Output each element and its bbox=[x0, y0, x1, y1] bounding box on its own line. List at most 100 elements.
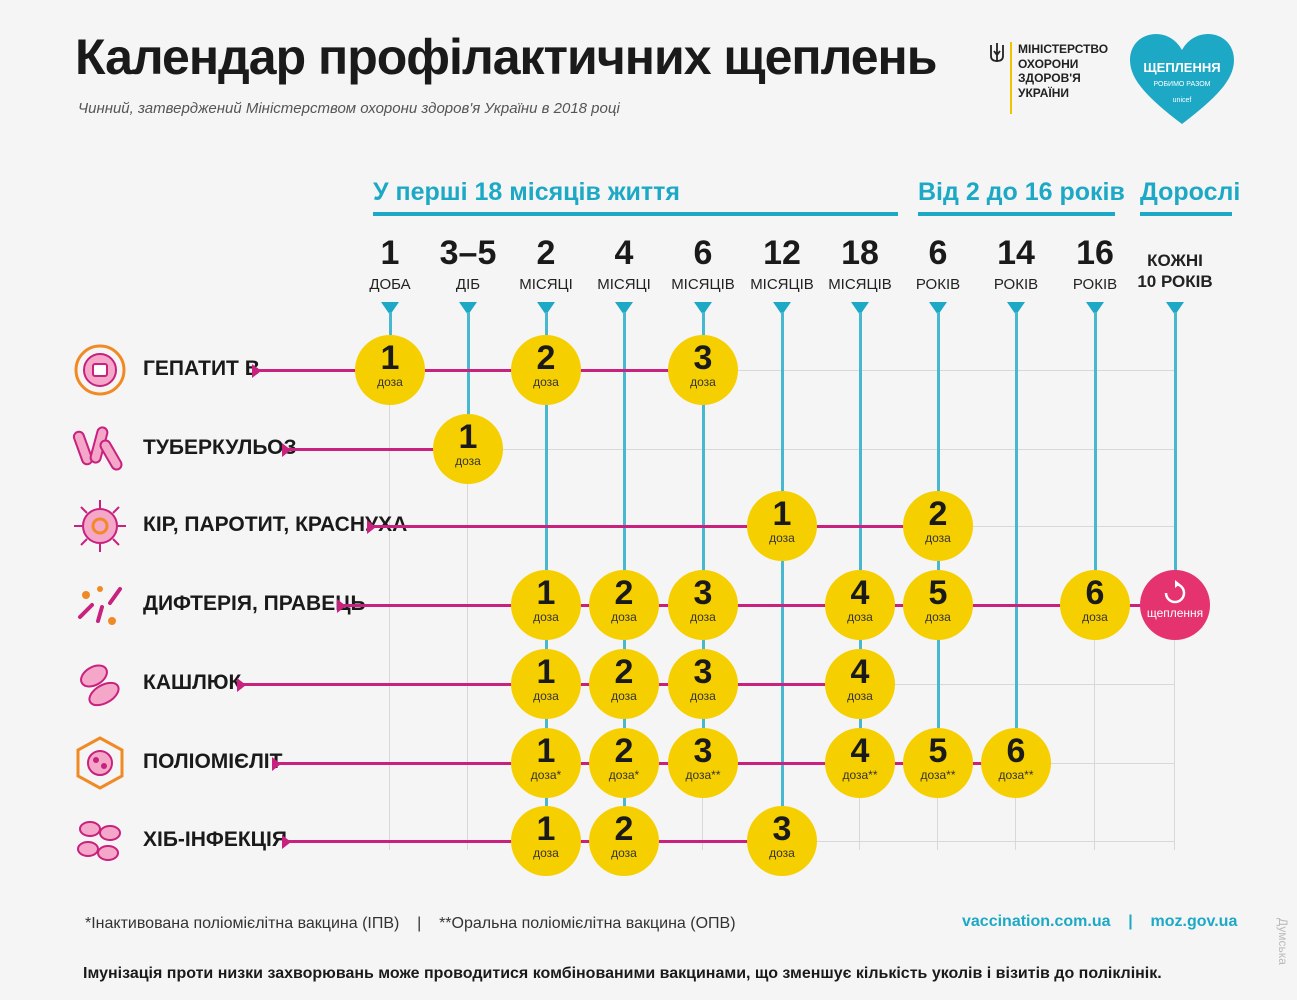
dose-caption: доза bbox=[377, 375, 403, 389]
row-arrow-icon bbox=[282, 835, 291, 849]
dose-caption: доза bbox=[925, 610, 951, 624]
dose-number: 2 bbox=[614, 653, 634, 691]
row-line bbox=[258, 369, 703, 372]
dose-number: 3 bbox=[693, 653, 713, 691]
dose-caption: доза** bbox=[842, 768, 878, 782]
column-age-number: 16 bbox=[1076, 234, 1114, 272]
dose-marker: 2 доза bbox=[589, 806, 659, 876]
row-arrow-icon bbox=[282, 443, 291, 457]
logo-text: ЩЕПЛЕННЯ bbox=[1143, 60, 1220, 75]
dose-caption: доза** bbox=[685, 768, 721, 782]
row-arrow-icon bbox=[337, 599, 346, 613]
dose-caption: доза bbox=[769, 846, 795, 860]
dose-caption: доза bbox=[533, 375, 559, 389]
column-age-number: 3–5 bbox=[439, 234, 497, 272]
dose-number: 6 bbox=[1085, 574, 1105, 612]
dose-caption: доза** bbox=[920, 768, 956, 782]
row-label: ПОЛІОМІЄЛІТ bbox=[143, 750, 283, 773]
website-links[interactable]: vaccination.com.ua | moz.gov.ua bbox=[962, 913, 1238, 930]
dose-marker: 1 доза bbox=[511, 649, 581, 719]
dose-caption: доза bbox=[533, 610, 559, 624]
revaccination-marker: щеплення bbox=[1140, 570, 1210, 640]
dose-number: 2 bbox=[614, 574, 634, 612]
hib-icon bbox=[72, 813, 128, 869]
dose-marker: 1 доза bbox=[747, 491, 817, 561]
dose-marker: 2 доза bbox=[511, 335, 581, 405]
column-line bbox=[467, 312, 470, 449]
dose-marker: 2 доза bbox=[903, 491, 973, 561]
tuberculosis-icon bbox=[72, 421, 128, 477]
column-arrow-icon bbox=[1166, 302, 1184, 315]
dose-marker: 3 доза** bbox=[668, 728, 738, 798]
column-arrow-icon bbox=[851, 302, 869, 315]
dose-marker: 3 доза bbox=[668, 570, 738, 640]
dose-caption: доза bbox=[533, 846, 559, 860]
column-arrow-icon bbox=[459, 302, 477, 315]
dose-caption: доза bbox=[611, 610, 637, 624]
group-label: Дорослі bbox=[1140, 178, 1241, 206]
column-line bbox=[781, 312, 784, 841]
column-arrow-icon bbox=[1086, 302, 1104, 315]
column-line bbox=[1174, 312, 1177, 605]
column-arrow-icon bbox=[773, 302, 791, 315]
group-label: У перші 18 місяців життя bbox=[373, 178, 680, 206]
row-label: ТУБЕРКУЛЬОЗ bbox=[143, 436, 297, 459]
watermark: Думська bbox=[1276, 918, 1290, 965]
dose-marker: 5 доза bbox=[903, 570, 973, 640]
column-line bbox=[859, 312, 862, 763]
page-subtitle: Чинний, затверджений Міністерством охоро… bbox=[78, 100, 620, 117]
dose-caption: доза bbox=[611, 689, 637, 703]
column-line bbox=[1015, 312, 1018, 763]
dose-number: 4 bbox=[850, 574, 870, 612]
column-age-unit: РОКІВ bbox=[915, 276, 961, 293]
column-age-number: 14 bbox=[997, 234, 1035, 272]
dose-marker: 5 доза** bbox=[903, 728, 973, 798]
dose-marker: 3 доза bbox=[747, 806, 817, 876]
grid-vline bbox=[389, 370, 390, 850]
dose-number: 3 bbox=[693, 339, 713, 377]
row-line bbox=[373, 525, 938, 528]
dose-marker: 1 доза bbox=[433, 414, 503, 484]
dose-number: 2 bbox=[928, 495, 948, 533]
dose-marker: 2 доза bbox=[589, 649, 659, 719]
dose-number: 3 bbox=[693, 574, 713, 612]
dose-marker: 4 доза bbox=[825, 649, 895, 719]
pertussis-icon bbox=[72, 656, 128, 712]
column-age-number: 2 bbox=[536, 234, 556, 272]
dose-number: 1 bbox=[536, 810, 556, 848]
dose-marker: 1 доза bbox=[355, 335, 425, 405]
dose-number: 1 bbox=[772, 495, 792, 533]
repeat-icon bbox=[1164, 580, 1186, 604]
measles-icon bbox=[72, 498, 128, 554]
dose-caption: доза bbox=[769, 531, 795, 545]
dose-marker: 6 доза bbox=[1060, 570, 1130, 640]
column-line bbox=[702, 312, 705, 763]
row-arrow-icon bbox=[252, 364, 261, 378]
dose-marker: 1 доза bbox=[511, 570, 581, 640]
dose-caption: доза bbox=[533, 689, 559, 703]
dose-marker: 4 доза bbox=[825, 570, 895, 640]
dose-number: 1 bbox=[536, 574, 556, 612]
group-underline bbox=[1140, 212, 1232, 216]
dose-marker: 2 доза* bbox=[589, 728, 659, 798]
dose-caption: доза bbox=[690, 689, 716, 703]
row-arrow-icon bbox=[237, 678, 246, 692]
dose-marker: 2 доза bbox=[589, 570, 659, 640]
dose-caption: доза bbox=[455, 454, 481, 468]
footnote: *Інактивована поліомієлітна вакцина (ІПВ… bbox=[85, 915, 736, 932]
column-age-unit: МІСЯЦІ bbox=[597, 276, 651, 293]
dose-caption: доза bbox=[1082, 610, 1108, 624]
row-label: ДИФТЕРІЯ, ПРАВЕЦЬ bbox=[143, 592, 366, 615]
group-label: Від 2 до 16 років bbox=[918, 178, 1125, 206]
dose-caption: доза** bbox=[998, 768, 1034, 782]
column-age-unit: РОКІВ bbox=[1072, 276, 1118, 293]
trident-icon bbox=[990, 43, 1004, 62]
dose-number: 3 bbox=[772, 810, 792, 848]
dose-marker: 1 доза* bbox=[511, 728, 581, 798]
dose-number: 3 bbox=[693, 732, 713, 770]
logo-brand: unicef bbox=[1173, 97, 1192, 104]
column-age-unit: МІСЯЦІ bbox=[519, 276, 573, 293]
column-age-number: 18 bbox=[841, 234, 879, 272]
dose-marker: 3 доза bbox=[668, 335, 738, 405]
diphtheria-icon bbox=[72, 577, 128, 633]
